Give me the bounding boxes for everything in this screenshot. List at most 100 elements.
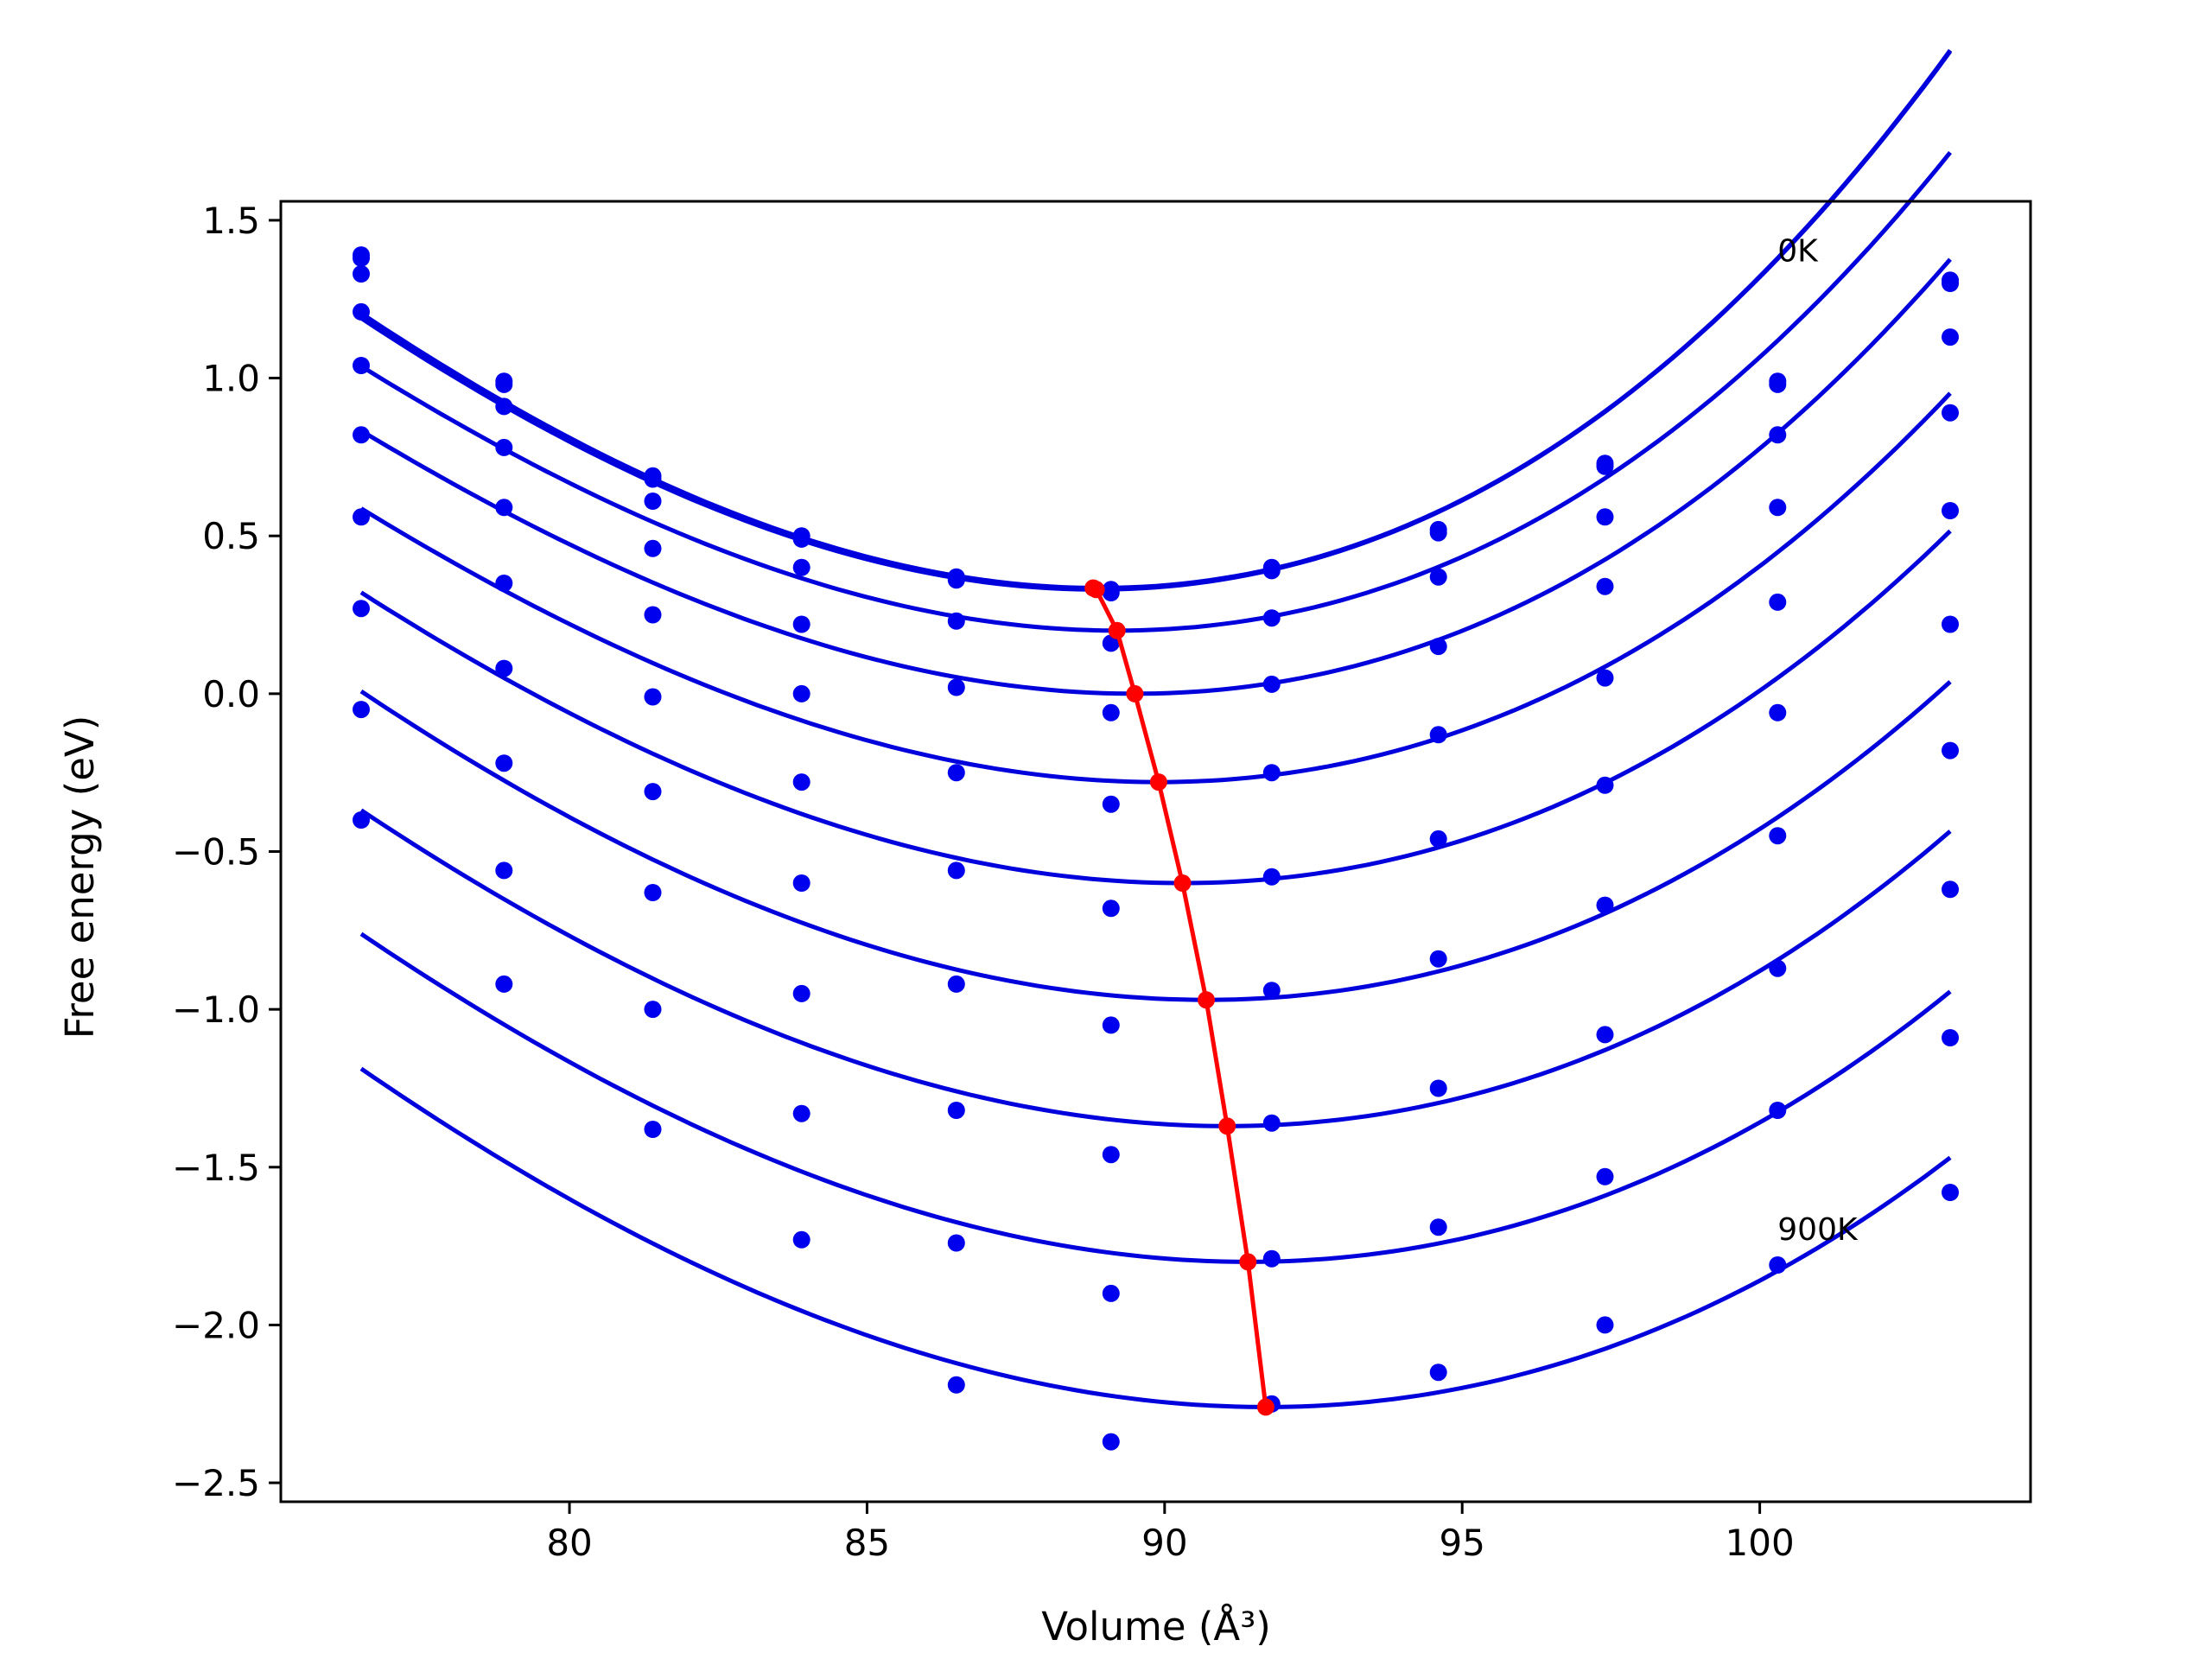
data-point-8-9: [1769, 1102, 1787, 1119]
data-point-7-2: [644, 884, 662, 901]
x-tick-label-0: 80: [546, 1522, 592, 1564]
data-point-4-7: [1429, 726, 1447, 744]
data-point-1-10: [1942, 275, 1959, 292]
data-point-8-3: [792, 1104, 810, 1122]
data-point-6-10: [1942, 741, 1959, 760]
y-tick-label-1: 1.0: [202, 358, 260, 400]
data-point-1-0: [353, 249, 370, 267]
data-point-6-5: [1102, 1016, 1120, 1034]
fit-curve-7: [359, 808, 1952, 1128]
data-point-8-6: [1262, 1249, 1281, 1268]
data-point-4-3: [792, 684, 810, 702]
data-point-7-1: [495, 754, 513, 772]
data-point-1-7: [1429, 524, 1447, 542]
y-tick-label-7: −2.0: [172, 1304, 260, 1346]
data-point-3-7: [1429, 638, 1447, 656]
plot-area-frame: [279, 200, 2032, 1503]
fit-curve-2: [359, 150, 1952, 633]
y-tick-label-0: 1.5: [202, 200, 260, 242]
data-point-3-4: [947, 678, 965, 696]
equilibrium-point-4: [1149, 773, 1167, 791]
data-points: [353, 246, 1959, 1451]
data-point-7-9: [1769, 959, 1787, 977]
data-point-4-4: [947, 764, 965, 782]
data-point-4-5: [1102, 795, 1120, 813]
data-point-2-6: [1262, 609, 1281, 627]
data-point-5-3: [792, 773, 810, 791]
x-axis-label: Volume (Å³): [1041, 1604, 1271, 1649]
data-point-8-5: [1102, 1284, 1120, 1302]
data-point-1-5: [1102, 584, 1120, 601]
data-point-2-3: [792, 558, 810, 576]
data-point-4-10: [1942, 502, 1959, 519]
data-point-3-2: [644, 539, 662, 557]
y-axis-label: Free energy (eV): [57, 715, 103, 1039]
data-point-1-8: [1596, 457, 1614, 475]
y-tick-label-4: −0.5: [172, 831, 260, 874]
data-point-6-0: [353, 508, 370, 526]
data-point-3-3: [792, 615, 810, 633]
data-point-9-10: [1942, 1184, 1959, 1201]
data-point-8-7: [1429, 1218, 1447, 1236]
data-point-5-2: [644, 688, 662, 706]
fit-curve-1: [359, 49, 1953, 592]
data-point-4-6: [1262, 764, 1281, 782]
equilibrium-point-5: [1173, 874, 1192, 892]
data-point-6-4: [947, 975, 965, 993]
data-point-1-6: [1262, 562, 1281, 580]
data-point-5-9: [1769, 703, 1787, 721]
data-point-3-5: [1102, 703, 1120, 721]
data-point-4-2: [644, 606, 662, 624]
x-tick-label-3: 95: [1439, 1522, 1484, 1564]
x-axis-ticks: 80 85 90 95 100: [546, 1502, 1795, 1564]
data-point-2-4: [947, 612, 965, 630]
fit-curve-5: [359, 529, 1952, 886]
data-point-9-0: [353, 811, 370, 829]
data-point-5-1: [495, 575, 513, 592]
data-point-2-7: [1429, 568, 1447, 586]
data-point-7-10: [1942, 880, 1959, 899]
data-point-1-2: [644, 470, 662, 488]
data-point-1-4: [947, 571, 965, 589]
data-point-7-0: [353, 600, 370, 618]
data-point-7-8: [1596, 1026, 1614, 1044]
y-tick-label-3: 0.0: [202, 673, 260, 715]
x-tick-label-4: 100: [1726, 1522, 1795, 1564]
data-point-2-0: [353, 265, 370, 283]
equilibrium-line: [1092, 586, 1268, 1408]
data-point-6-3: [792, 874, 810, 892]
data-point-2-1: [495, 397, 513, 416]
y-tick-label-8: −2.5: [172, 1462, 260, 1504]
data-point-2-8: [1596, 508, 1614, 526]
data-point-7-6: [1262, 1114, 1281, 1132]
data-point-8-0: [353, 701, 370, 719]
data-point-3-6: [1262, 675, 1281, 693]
data-point-4-1: [495, 499, 513, 517]
data-point-9-4: [947, 1376, 965, 1394]
data-point-9-9: [1769, 1256, 1787, 1274]
data-point-2-9: [1769, 426, 1787, 444]
equilibrium-curve: [1084, 579, 1274, 1416]
data-point-7-4: [947, 1102, 965, 1119]
data-point-7-3: [792, 984, 810, 1002]
fit-curve-8: [359, 931, 1952, 1264]
equilibrium-point-3: [1126, 684, 1144, 702]
data-point-8-10: [1942, 1029, 1959, 1046]
data-point-9-7: [1429, 1363, 1447, 1382]
data-point-3-9: [1769, 499, 1787, 517]
data-point-5-4: [947, 861, 965, 880]
data-point-9-8: [1596, 1316, 1614, 1334]
data-point-1-9: [1769, 375, 1787, 393]
data-point-8-4: [947, 1234, 965, 1252]
fit-curve-3: [359, 257, 1952, 696]
data-point-4-8: [1596, 669, 1614, 687]
x-tick-label-1: 85: [844, 1522, 890, 1564]
data-point-6-7: [1429, 950, 1447, 968]
data-point-4-9: [1769, 593, 1787, 611]
data-point-9-2: [644, 1121, 662, 1138]
data-point-5-8: [1596, 776, 1614, 794]
data-point-8-1: [495, 861, 513, 880]
data-point-3-1: [495, 438, 513, 456]
data-point-8-8: [1596, 1167, 1614, 1185]
